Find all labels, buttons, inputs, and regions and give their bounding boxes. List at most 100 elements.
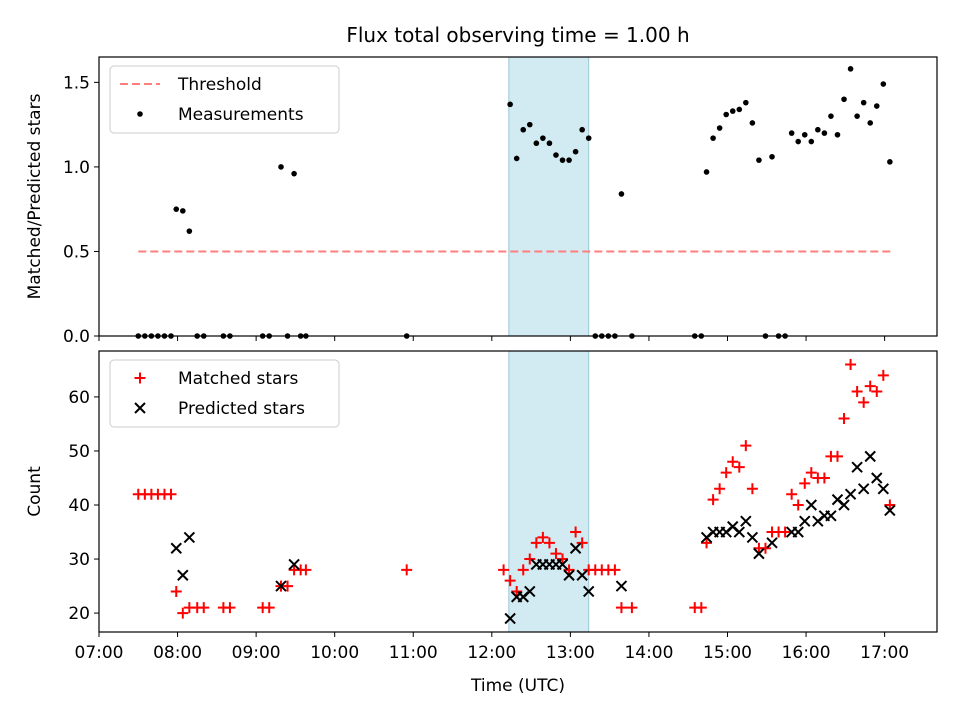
matched-star-point (695, 602, 707, 614)
x-tick-label: 11:00 (389, 643, 438, 663)
matched-star-point (818, 472, 830, 484)
measurement-point (808, 138, 815, 145)
y-tick-label: 0.5 (63, 242, 90, 262)
measurement-point (566, 157, 572, 163)
predicted-star-point (877, 483, 890, 495)
measurement-point (821, 130, 828, 136)
y-axis-label: Count (25, 466, 45, 517)
matched-star-point (609, 564, 621, 576)
legend-predicted-marker (134, 402, 146, 414)
y-tick-label: 0.0 (63, 327, 90, 347)
matched-star-point (543, 537, 555, 549)
matched-star-point (792, 499, 804, 511)
predicted-star-point (753, 547, 765, 560)
measurement-point (795, 138, 802, 145)
matched-star-point (165, 488, 177, 500)
x-tick-label: 15:00 (703, 643, 752, 663)
matched-star-point (177, 607, 189, 619)
measurement-point (847, 66, 854, 72)
measurement-point (828, 113, 834, 119)
matched-star-point (504, 575, 516, 587)
shaded-window (508, 350, 590, 633)
matched-star-point (517, 564, 529, 576)
measurement-point (834, 131, 841, 138)
measurement-point (526, 121, 533, 128)
legend-matched-marker (134, 372, 146, 384)
measurement-point (540, 135, 546, 141)
matched-star-point (263, 602, 275, 614)
x-tick-label: 12:00 (467, 643, 516, 663)
matched-star-point (701, 537, 713, 549)
matched-star-point (224, 602, 236, 614)
y-tick-label: 20 (68, 604, 90, 624)
measurement-point (173, 206, 180, 212)
measurement-point (860, 99, 867, 106)
predicted-star-point (582, 585, 595, 598)
predicted-star-point (504, 612, 516, 625)
measurement-point (880, 81, 887, 87)
x-tick-label: 13:00 (546, 643, 595, 663)
measurement-point (749, 120, 756, 126)
matched-star-point (845, 359, 857, 371)
legend-measurement-marker (137, 111, 143, 117)
measurement-point (618, 191, 625, 197)
matched-star-point (401, 564, 413, 576)
legend-box (109, 359, 340, 428)
predicted-star-point (183, 531, 196, 544)
predicted-star-point (746, 531, 759, 544)
matched-star-point (626, 602, 638, 614)
predicted-star-point (864, 450, 876, 463)
matched-star-point (707, 494, 719, 506)
x-tick-label: 08:00 (153, 643, 202, 663)
x-tick-label: 16:00 (782, 643, 831, 663)
y-tick-label: 50 (68, 442, 90, 462)
predicted-star-point (838, 499, 850, 511)
measurement-point (546, 140, 553, 147)
y-axis-label: Matched/Predicted stars (25, 93, 45, 299)
measurement-point (723, 111, 729, 118)
measurement-point (533, 140, 540, 147)
measurement-point (703, 169, 710, 175)
predicted-star-point (851, 461, 863, 473)
x-tick-label: 10:00 (310, 643, 359, 663)
measurement-point (513, 155, 520, 162)
shaded-window (508, 56, 590, 337)
top-panel: 0.0 0.5 1.0 1.5 Matched/Predicted stars Thres… (25, 56, 938, 347)
matched-star-point (786, 488, 798, 500)
matched-star-point (524, 553, 536, 565)
matched-star-point (799, 477, 811, 489)
y-tick-label: 1.5 (63, 73, 90, 93)
matched-star-point (838, 413, 850, 425)
measurement-point (559, 157, 566, 163)
predicted-star-point (844, 488, 857, 500)
matched-star-point (720, 467, 732, 479)
matched-star-point (858, 396, 870, 408)
measurement-point (873, 103, 880, 109)
measurement-point (736, 106, 743, 113)
matched-star-point (779, 526, 791, 538)
y-tick-label: 30 (68, 550, 90, 570)
predicted-star-point (524, 585, 536, 598)
axes-frame (98, 350, 938, 633)
measurement-point (186, 228, 193, 234)
x-axis-label: Time (UTC) (470, 676, 565, 696)
y-tick-label: 40 (68, 496, 90, 516)
predicted-star-point (733, 526, 745, 538)
matched-star-point (282, 580, 294, 592)
legend-label: Predicted stars (178, 399, 305, 419)
measurement-point (769, 153, 775, 160)
matched-star-point (727, 456, 739, 468)
y-tick-label: 1.0 (63, 158, 90, 178)
predicted-star-point (805, 499, 818, 511)
matched-star-point (871, 386, 883, 398)
predicted-star-point (884, 504, 896, 517)
measurement-point (743, 99, 749, 106)
y-tick-label: 60 (68, 388, 90, 408)
predicted-star-point (857, 483, 870, 495)
legend-label: Matched stars (178, 369, 298, 389)
predicted-star-point (615, 580, 628, 592)
matched-star-point (511, 585, 523, 597)
matched-star-point (563, 564, 575, 576)
measurement-point (716, 125, 723, 131)
measurement-point (180, 208, 186, 214)
